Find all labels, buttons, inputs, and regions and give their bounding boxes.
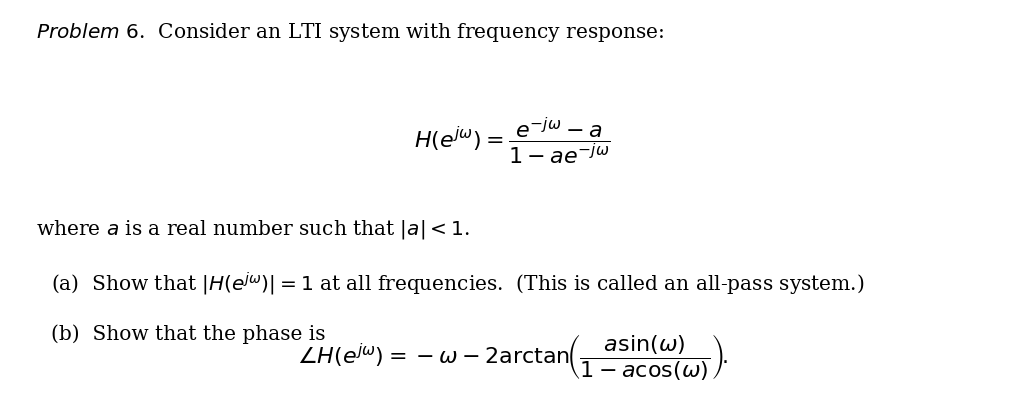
Text: $H(e^{j\omega}) = \dfrac{e^{-j\omega} - a}{1 - ae^{-j\omega}}$: $H(e^{j\omega}) = \dfrac{e^{-j\omega} - …	[414, 115, 610, 167]
Text: $\mathit{Problem}\ \mathit{6}$.  Consider an LTI system with frequency response:: $\mathit{Problem}\ \mathit{6}$. Consider…	[36, 21, 665, 44]
Text: (b)  Show that the phase is: (b) Show that the phase is	[51, 325, 326, 344]
Text: where $a$ is a real number such that $|a| < 1$.: where $a$ is a real number such that $|a…	[36, 218, 470, 241]
Text: $\angle H(e^{j\omega}) = -\omega - 2\mathrm{arctan}\!\left(\dfrac{a\sin(\omega)}: $\angle H(e^{j\omega}) = -\omega - 2\mat…	[297, 332, 727, 382]
Text: (a)  Show that $|H(e^{j\omega})| = 1$ at all frequencies.  (This is called an al: (a) Show that $|H(e^{j\omega})| = 1$ at …	[51, 271, 864, 298]
